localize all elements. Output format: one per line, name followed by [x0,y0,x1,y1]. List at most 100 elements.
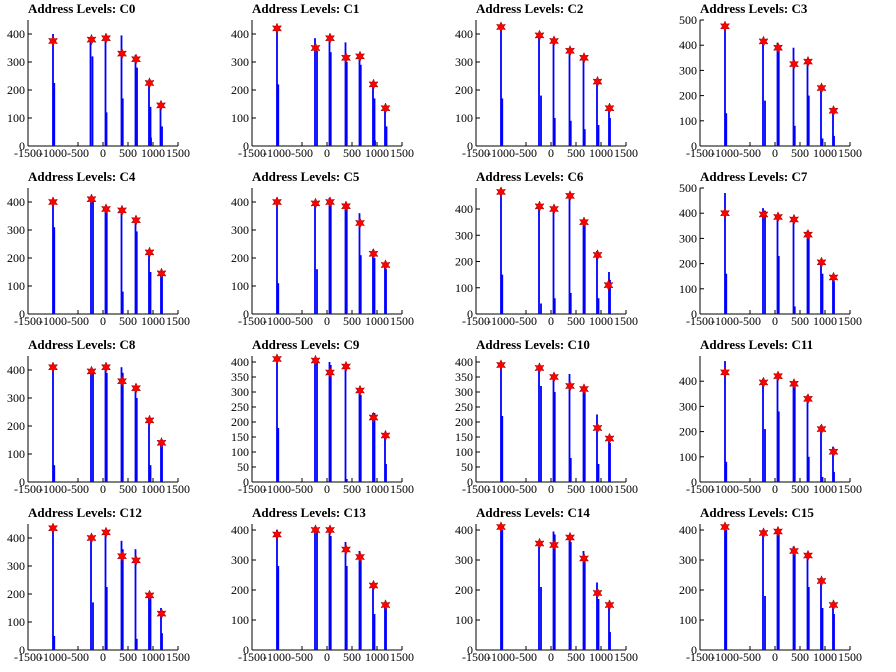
peak-marker [354,50,366,63]
chart-panel-2: Address Levels: C2 0 100 200 300 400 -1500 -100… [448,0,666,164]
y-tick-label: 200 [455,83,473,97]
peak-marker [324,32,336,45]
x-tick-label: 0 [772,146,778,160]
chart-title: Address Levels: C1 [252,1,359,16]
peak-marker [144,77,155,89]
histogram-bar [53,227,56,314]
histogram-bar [762,208,764,314]
x-tick-label: -500 [291,482,313,496]
histogram-bar [344,542,347,650]
x-tick-label: -1500 [686,314,714,328]
histogram-bar [384,263,386,314]
peak-marker [100,361,112,374]
x-tick-label: -500 [67,314,89,328]
histogram-bar [359,64,362,146]
histogram-bar [762,530,764,650]
x-tick-label: -1000 [263,650,291,664]
histogram-bar [329,536,332,650]
y-tick-label: 400 [679,374,697,388]
histogram-bar [120,540,123,650]
histogram-bar [832,276,834,314]
peak-marker [592,75,603,88]
histogram-bar [806,230,809,314]
chart-panel-13: Address Levels: C13 0 100 200 300 400 -1500 -10… [224,504,442,668]
histogram-bar [372,582,374,650]
y-tick-label: 200 [7,587,25,601]
histogram-bar [161,274,163,314]
histogram-bar [329,202,332,314]
histogram-bar [500,527,502,650]
histogram-bar [540,303,542,314]
peak-marker [310,354,321,367]
histogram-bar [568,50,571,146]
x-tick-label: 500 [119,314,137,328]
histogram-bar [121,549,124,650]
y-tick-label: 350 [231,370,249,384]
histogram-bar [53,636,56,650]
x-tick-label: -1500 [14,314,42,328]
histogram-bar [807,95,810,146]
histogram-bar [92,371,94,482]
histogram-bar [385,464,387,482]
y-tick-label: 0 [19,643,25,657]
chart-panel-11: Address Levels: C11 0 100 200 300 400 -1500 -10… [672,336,890,500]
histogram-bar [500,25,502,147]
x-tick-label: 1000 [141,146,165,160]
x-tick-label: -1500 [462,314,490,328]
histogram-bar [52,525,54,650]
x-tick-label: -1000 [487,146,515,160]
x-tick-label: 500 [791,482,809,496]
histogram-bar [569,120,572,146]
histogram-bar [384,106,386,146]
histogram-bar [501,98,504,146]
histogram-bar [724,193,726,314]
chart-panel-1: Address Levels: C1 0 100 200 300 400 -1500 -100… [224,0,442,164]
chart-panel-3: Address Levels: C3 0 100 200 300 400 500 -1500-… [672,0,890,164]
peak-marker [788,213,800,226]
peak-marker [788,377,800,390]
y-tick-label: 300 [679,63,697,77]
histogram-bar [52,199,54,314]
y-tick-label: 300 [455,553,473,567]
x-tick-label: 1000 [141,482,165,496]
y-tick-label: 150 [455,430,473,444]
histogram-bar [553,118,556,146]
histogram-bar [104,532,107,650]
y-tick-label: 300 [679,399,697,413]
peak-marker [719,366,731,379]
histogram-bar [372,249,374,314]
x-tick-label: 1000 [813,146,837,160]
peak-marker [86,532,97,544]
x-tick-label: -1500 [462,482,490,496]
histogram-bar [149,465,152,482]
chart-title: Address Levels: C2 [476,1,583,16]
histogram-bar [609,118,611,146]
y-tick-label: 0 [19,475,25,489]
y-tick-label: 0 [691,475,697,489]
x-tick-label: -1500 [462,650,490,664]
y-tick-label: 50 [237,460,249,474]
peak-marker [758,35,769,48]
peak-marker [47,196,59,208]
histogram-bar [609,279,611,315]
peak-marker [534,537,545,550]
histogram-bar [104,365,107,482]
histogram-bar [120,207,123,314]
y-tick-label: 0 [691,643,697,657]
histogram-bar [821,608,824,650]
y-tick-label: 200 [455,583,473,597]
y-tick-label: 0 [691,139,697,153]
x-tick-label: -1500 [238,314,266,328]
peak-marker [47,35,59,47]
x-tick-label: 0 [548,650,554,664]
y-tick-label: 400 [679,206,697,220]
x-tick-label: 1000 [589,146,613,160]
x-tick-label: 500 [119,650,137,664]
x-tick-label: 1000 [589,482,613,496]
y-tick-label: 100 [7,111,25,125]
y-tick-label: 300 [231,385,249,399]
histogram-bar [385,269,387,314]
peak-marker [564,190,576,202]
x-tick-label: 1500 [166,482,190,496]
histogram-bar [538,365,540,482]
